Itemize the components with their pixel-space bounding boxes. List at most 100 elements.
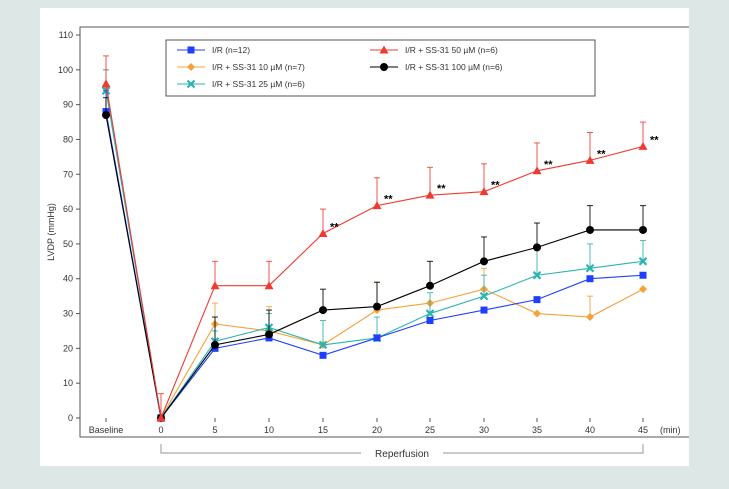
data-point bbox=[586, 313, 594, 322]
x-tick-label: 0 bbox=[158, 425, 163, 435]
y-tick-label: 30 bbox=[63, 309, 73, 319]
x-tick-label: Baseline bbox=[89, 425, 124, 435]
significance-label: ** bbox=[384, 194, 393, 206]
series-line bbox=[105, 111, 644, 420]
plot-frame bbox=[79, 26, 689, 438]
data-point bbox=[426, 281, 434, 290]
y-tick-label: 0 bbox=[68, 413, 73, 423]
data-point bbox=[585, 155, 595, 164]
data-point bbox=[186, 79, 196, 89]
axes-layer: 0 10 20 30 40 50 60 70 80 90 100 110 Baseline 0 5 10 15 2… bbox=[58, 30, 681, 435]
significance-label: ** bbox=[544, 159, 553, 171]
x-tick-label: 40 bbox=[585, 425, 595, 435]
legend-label: I/R (n=12) bbox=[212, 45, 250, 55]
series-layer: ** ** ** ** ** ** ** bbox=[101, 55, 659, 423]
legend: I/R (n=12) I/R + SS-31 10 µM (n=7) I/R + S… bbox=[165, 39, 596, 97]
data-point bbox=[264, 281, 274, 290]
series-3: ** ** ** ** ** ** ** bbox=[101, 55, 659, 422]
data-point bbox=[319, 351, 327, 359]
data-point bbox=[379, 45, 389, 54]
data-point bbox=[639, 285, 647, 294]
data-point bbox=[638, 141, 648, 150]
data-point bbox=[638, 257, 648, 266]
legend-label: I/R + SS-31 25 µM (n=6) bbox=[212, 79, 305, 89]
y-tick-label: 100 bbox=[58, 65, 73, 75]
data-point bbox=[533, 296, 541, 304]
significance-label: ** bbox=[491, 180, 500, 192]
data-point bbox=[479, 291, 489, 301]
data-point bbox=[265, 330, 273, 339]
data-point bbox=[187, 63, 195, 71]
y-tick-label: 20 bbox=[63, 343, 73, 353]
legend-label: I/R + SS-31 50 µM (n=6) bbox=[405, 45, 498, 55]
data-point bbox=[211, 340, 219, 349]
series-4 bbox=[102, 97, 647, 422]
y-tick-label: 60 bbox=[63, 204, 73, 214]
series-line bbox=[105, 90, 644, 420]
series-1 bbox=[102, 69, 647, 422]
data-point bbox=[425, 190, 435, 199]
data-point bbox=[533, 309, 541, 318]
x-tick-label: 45 bbox=[638, 425, 648, 435]
data-point bbox=[585, 264, 595, 273]
x-tick-label: 35 bbox=[532, 425, 542, 435]
y-tick-label: 90 bbox=[63, 100, 73, 110]
x-tick-label: 20 bbox=[372, 425, 382, 435]
data-point bbox=[480, 306, 488, 314]
legend-item: I/R + SS-31 10 µM (n=7) bbox=[177, 62, 305, 72]
data-point bbox=[156, 413, 166, 422]
series-0 bbox=[102, 90, 647, 422]
legend-item: I/R (n=12) bbox=[177, 45, 250, 55]
data-point bbox=[319, 306, 327, 315]
figure-panel: 0 10 20 30 40 50 60 70 80 90 100 110 Baseline 0 5 10 15 2… bbox=[40, 8, 689, 466]
data-point bbox=[318, 340, 328, 350]
data-point bbox=[318, 228, 328, 237]
y-tick-label: 10 bbox=[63, 378, 73, 388]
y-tick-label: 70 bbox=[63, 169, 73, 179]
x-tick-label: 25 bbox=[425, 425, 435, 435]
data-point bbox=[532, 166, 542, 175]
series-2 bbox=[101, 69, 648, 423]
x-unit-label: (min) bbox=[660, 425, 681, 435]
significance-label: ** bbox=[597, 148, 606, 160]
data-point bbox=[372, 201, 382, 210]
lvdp-line-chart: 0 10 20 30 40 50 60 70 80 90 100 110 Baseline 0 5 10 15 2… bbox=[46, 26, 689, 460]
significance-label: ** bbox=[330, 221, 339, 233]
significance-label: ** bbox=[437, 183, 446, 195]
data-point bbox=[101, 79, 111, 88]
legend-item: I/R + SS-31 25 µM (n=6) bbox=[177, 79, 305, 89]
y-tick-label: 110 bbox=[59, 30, 73, 40]
data-point bbox=[532, 270, 542, 280]
data-point bbox=[639, 271, 647, 279]
y-tick-label: 40 bbox=[63, 274, 73, 284]
series-line bbox=[105, 87, 644, 420]
x-tick-label: 10 bbox=[264, 425, 274, 435]
bracket-label: Reperfusion bbox=[375, 449, 429, 460]
data-point bbox=[533, 243, 541, 252]
y-tick-label: 80 bbox=[63, 134, 73, 144]
data-point bbox=[373, 334, 381, 342]
data-point bbox=[425, 309, 435, 318]
x-tick-label: 15 bbox=[318, 425, 328, 435]
data-point bbox=[480, 257, 488, 266]
legend-label: I/R + SS-31 100 µM (n=6) bbox=[405, 62, 503, 72]
data-point bbox=[586, 225, 594, 234]
data-point bbox=[187, 46, 195, 54]
x-tick-label: 30 bbox=[479, 425, 489, 435]
x-tick-label: 5 bbox=[212, 425, 217, 435]
series-line bbox=[105, 83, 644, 421]
y-axis-label: LVDP (mmHg) bbox=[46, 203, 56, 261]
data-point bbox=[586, 275, 594, 283]
y-tick-label: 50 bbox=[63, 239, 73, 249]
data-point bbox=[426, 317, 434, 325]
bracket-label-bg bbox=[361, 446, 443, 460]
data-point bbox=[102, 111, 110, 120]
legend-label: I/R + SS-31 10 µM (n=7) bbox=[212, 62, 305, 72]
data-point bbox=[210, 281, 220, 290]
legend-item: I/R + SS-31 100 µM (n=6) bbox=[370, 62, 503, 72]
data-point bbox=[479, 187, 489, 196]
reperfusion-bracket: Reperfusion bbox=[160, 444, 644, 460]
legend-item: I/R + SS-31 50 µM (n=6) bbox=[370, 45, 498, 55]
data-point bbox=[380, 63, 388, 71]
data-point bbox=[639, 225, 647, 234]
